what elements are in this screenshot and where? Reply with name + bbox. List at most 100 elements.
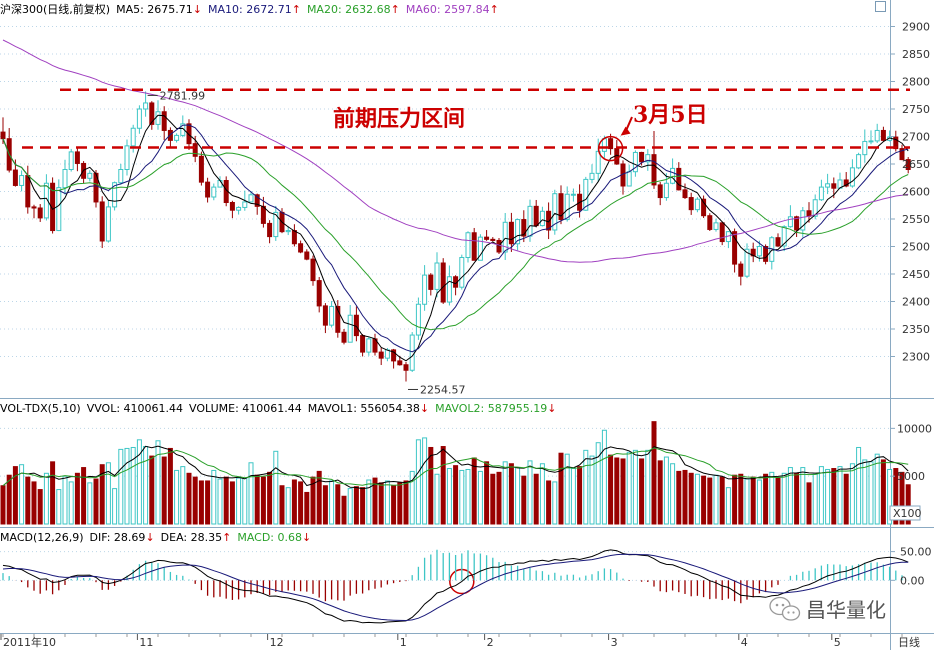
volume-bar[interactable] (663, 456, 669, 525)
volume-bar[interactable] (279, 485, 285, 525)
candle[interactable] (124, 139, 130, 176)
volume-bar[interactable] (694, 473, 700, 525)
volume-bar[interactable] (397, 482, 403, 525)
volume-bar[interactable] (254, 474, 260, 525)
candle[interactable] (657, 181, 663, 206)
volume-bar[interactable] (496, 471, 502, 525)
volume-bar[interactable] (651, 421, 657, 525)
candle[interactable] (310, 255, 316, 286)
volume-bar[interactable] (124, 447, 130, 525)
candle[interactable] (298, 240, 304, 254)
candle[interactable] (93, 169, 99, 208)
volume-bar[interactable] (620, 458, 626, 525)
volume-bar[interactable] (843, 473, 849, 525)
volume-bar[interactable] (149, 455, 155, 525)
candle[interactable] (564, 186, 570, 222)
volume-bar[interactable] (242, 477, 248, 525)
candle[interactable] (403, 362, 409, 382)
volume-bar[interactable] (353, 486, 359, 525)
volume-bar[interactable] (626, 451, 632, 525)
volume-bar[interactable] (372, 477, 378, 525)
candle[interactable] (800, 207, 806, 238)
candle[interactable] (366, 336, 372, 356)
candle[interactable] (31, 204, 37, 219)
volume-bar[interactable] (769, 471, 775, 525)
candle[interactable] (68, 148, 74, 172)
volume-bar[interactable] (217, 478, 223, 525)
volume-bar[interactable] (713, 474, 719, 525)
volume-bar[interactable] (905, 484, 911, 525)
candle[interactable] (484, 230, 490, 241)
volume-bar[interactable] (849, 463, 855, 525)
volume-bar[interactable] (732, 474, 738, 525)
candle[interactable] (521, 210, 527, 243)
candle[interactable] (434, 252, 440, 298)
volume-bar[interactable] (688, 472, 694, 525)
candlesticks[interactable] (0, 91, 911, 382)
candle[interactable] (701, 195, 707, 219)
volume-bar[interactable] (589, 455, 595, 525)
volume-bar[interactable] (112, 488, 118, 525)
volume-bar[interactable] (143, 446, 149, 525)
volume-bar[interactable] (558, 452, 564, 525)
candle[interactable] (229, 200, 235, 219)
volume-bar[interactable] (515, 467, 521, 525)
volume-bar[interactable] (236, 477, 242, 525)
volume-bar[interactable] (874, 453, 880, 525)
volume-bar[interactable] (837, 466, 843, 525)
volume-bar[interactable] (887, 468, 893, 525)
panel-scroll-button[interactable] (875, 1, 886, 12)
candle[interactable] (99, 196, 105, 249)
volume-bar[interactable] (756, 479, 762, 525)
candle[interactable] (849, 159, 855, 188)
candle[interactable] (329, 301, 335, 328)
volume-bar[interactable] (378, 482, 384, 525)
volume-bar[interactable] (291, 479, 297, 525)
volume-bar[interactable] (856, 446, 862, 525)
volume-bar[interactable] (800, 467, 806, 525)
volume-bar[interactable] (205, 480, 211, 525)
volume-bar[interactable] (484, 461, 490, 525)
candle[interactable] (43, 174, 49, 221)
volume-bar[interactable] (409, 470, 415, 525)
volume-bar[interactable] (211, 469, 217, 525)
volume-bar[interactable] (50, 461, 56, 525)
volume-bar[interactable] (508, 463, 514, 525)
volume-bar[interactable] (812, 473, 818, 525)
candle[interactable] (161, 106, 167, 141)
candle[interactable] (818, 179, 824, 201)
candle[interactable] (143, 91, 149, 117)
volume-bar[interactable] (614, 457, 620, 525)
volume-bar[interactable] (744, 478, 750, 525)
candle[interactable] (37, 204, 43, 222)
volume-bar[interactable] (719, 476, 725, 525)
volume-bar[interactable] (583, 449, 589, 525)
volume-bar[interactable] (453, 465, 459, 525)
volume-bar[interactable] (639, 458, 645, 525)
candle[interactable] (335, 300, 341, 338)
volume-bar[interactable] (285, 487, 291, 525)
candle[interactable] (273, 205, 279, 241)
volume-bar[interactable] (304, 491, 310, 525)
candle[interactable] (149, 101, 155, 130)
candle[interactable] (552, 189, 558, 235)
volume-bar[interactable] (93, 478, 99, 525)
volume-bar[interactable] (701, 475, 707, 525)
volume-bar[interactable] (87, 482, 93, 525)
volume-bar[interactable] (806, 482, 812, 525)
volume-bar[interactable] (99, 464, 105, 525)
volume-bar[interactable] (360, 487, 366, 525)
candle[interactable] (180, 115, 186, 138)
volume-bar[interactable] (366, 479, 372, 525)
candle[interactable] (825, 173, 831, 195)
volume-bar[interactable] (186, 472, 192, 525)
candle[interactable] (682, 183, 688, 199)
candle[interactable] (174, 133, 180, 143)
volume-bar[interactable] (155, 440, 161, 525)
volume-bar[interactable] (471, 457, 477, 525)
candle[interactable] (663, 173, 669, 201)
candle[interactable] (732, 228, 738, 273)
volume-bar[interactable] (682, 469, 688, 525)
volume-bar[interactable] (62, 475, 68, 525)
candle[interactable] (694, 197, 700, 213)
